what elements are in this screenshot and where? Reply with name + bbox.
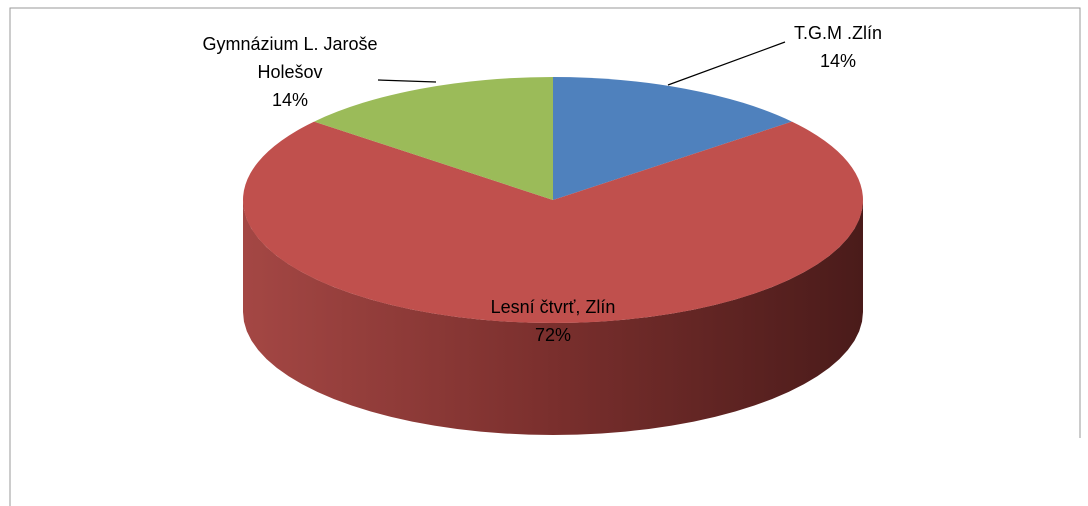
slice-label: Lesní čtvrť, Zlín 72% bbox=[423, 293, 683, 349]
category-label: Gymnázium L. Jaroše Holešov bbox=[202, 34, 378, 82]
slice bbox=[242, 121, 863, 323]
category-label: Lesní čtvrť, Zlín bbox=[490, 297, 616, 317]
category-label: T.G.M .Zlín bbox=[793, 23, 882, 43]
slice-side bbox=[243, 200, 863, 435]
slice-label: Gymnázium L. Jaroše Holešov 14% bbox=[195, 30, 385, 114]
slice bbox=[314, 77, 553, 200]
value-label: 72% bbox=[534, 325, 572, 345]
slice bbox=[553, 77, 792, 200]
chart-frame bbox=[9, 7, 1081, 506]
slice-label: T.G.M .Zlín 14% bbox=[758, 19, 918, 75]
value-label: 14% bbox=[271, 90, 309, 110]
pie bbox=[242, 77, 863, 435]
leader-line bbox=[667, 41, 786, 86]
leader-line bbox=[377, 79, 437, 83]
value-label: 14% bbox=[819, 51, 857, 71]
